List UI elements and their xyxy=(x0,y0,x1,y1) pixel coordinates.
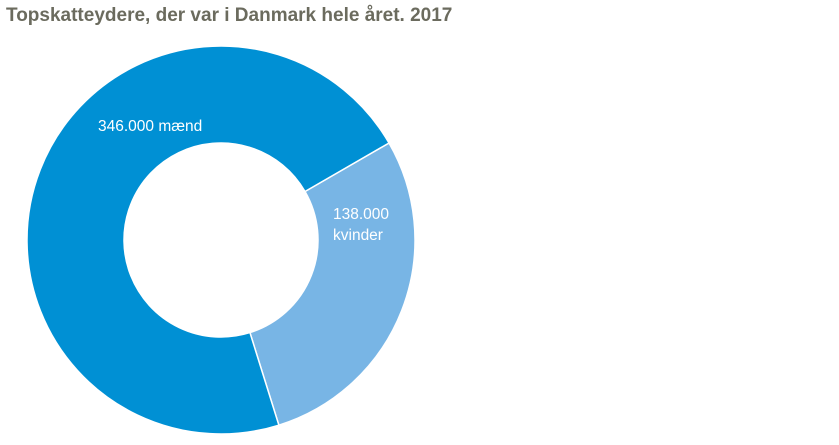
slice-mænd xyxy=(26,45,391,435)
chart-title: Topskatteydere, der var i Danmark hele å… xyxy=(6,5,453,26)
slice-kvinder xyxy=(248,141,416,427)
slice-label-kvinder: 138.000 kvinder xyxy=(333,206,389,244)
slice-label-mænd: 346.000 mænd xyxy=(98,118,202,135)
